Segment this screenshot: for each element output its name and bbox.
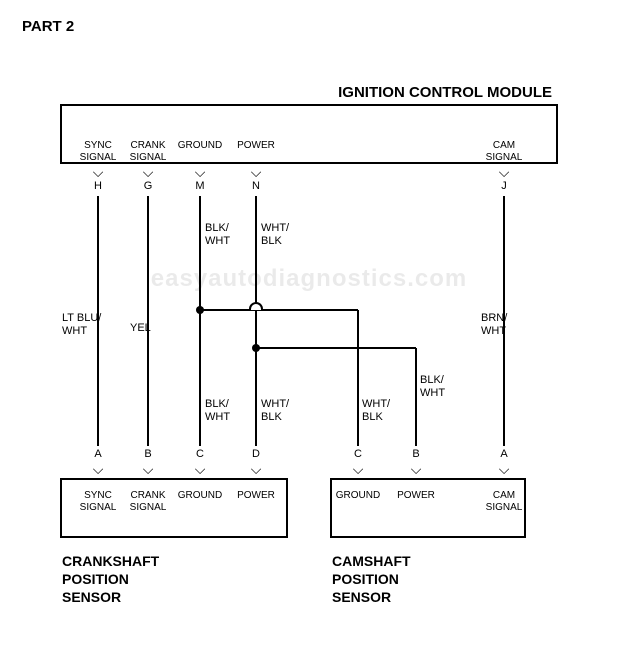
cam-pin: C: [348, 448, 368, 460]
cam-port-label: POWER: [392, 490, 440, 502]
icm-pin: J: [494, 180, 514, 192]
arrow-icon: ⌵: [251, 462, 262, 476]
wire-color-label: BLK/WHT: [420, 374, 445, 400]
icm-port-label: CRANKSIGNAL: [124, 140, 172, 163]
arrow-icon: ⌵: [353, 462, 364, 476]
wire-color-label: WHT/BLK: [362, 398, 390, 424]
crank-port-label: POWER: [232, 490, 280, 502]
wire-vertical: [199, 196, 201, 446]
arrow-icon: ⌵: [411, 462, 422, 476]
wire-color-label: WHT/BLK: [261, 222, 289, 248]
crank-port-label: SYNCSIGNAL: [74, 490, 122, 513]
icm-pin: N: [246, 180, 266, 192]
icm-pin: M: [190, 180, 210, 192]
arrow-icon: ⌵: [143, 462, 154, 476]
arrow-icon: ⌵: [195, 462, 206, 476]
wire-vertical: [147, 196, 149, 446]
arrow-icon: ⌵: [195, 165, 206, 179]
junction-dot: [252, 344, 260, 352]
camshaft-title: CAMSHAFTPOSITIONSENSOR: [332, 552, 411, 607]
crank-pin: A: [88, 448, 108, 460]
wire-color-label: BRN/WHT: [481, 312, 507, 338]
cam-port-label: GROUND: [334, 490, 382, 502]
wire-color-label: YEL: [130, 322, 151, 335]
icm-pin: G: [138, 180, 158, 192]
cam-pin: A: [494, 448, 514, 460]
crank-port-label: GROUND: [176, 490, 224, 502]
icm-port-label: GROUND: [176, 140, 224, 152]
part-label: PART 2: [22, 18, 74, 35]
wire-jump: [249, 302, 263, 310]
junction-dot: [196, 306, 204, 314]
crankshaft-title: CRANKSHAFTPOSITIONSENSOR: [62, 552, 159, 607]
wire-vertical: [255, 196, 257, 446]
arrow-icon: ⌵: [93, 165, 104, 179]
arrow-icon: ⌵: [143, 165, 154, 179]
arrow-icon: ⌵: [499, 462, 510, 476]
crank-port-label: CRANKSIGNAL: [124, 490, 172, 513]
icm-port-label: CAMSIGNAL: [480, 140, 528, 163]
arrow-icon: ⌵: [251, 165, 262, 179]
cam-port-label: CAMSIGNAL: [480, 490, 528, 513]
arrow-icon: ⌵: [93, 462, 104, 476]
wire-color-label: BLK/WHT: [205, 398, 230, 424]
wire-color-label: LT BLU/WHT: [62, 312, 101, 338]
icm-pin: H: [88, 180, 108, 192]
icm-port-label: POWER: [232, 140, 280, 152]
crank-pin: D: [246, 448, 266, 460]
wire-color-label: BLK/WHT: [205, 222, 230, 248]
module-title: IGNITION CONTROL MODULE: [338, 84, 552, 101]
wire-color-label: WHT/BLK: [261, 398, 289, 424]
wire-vertical: [415, 348, 417, 446]
arrow-icon: ⌵: [499, 165, 510, 179]
wire-vertical: [357, 310, 359, 446]
crank-pin: C: [190, 448, 210, 460]
icm-port-label: SYNCSIGNAL: [74, 140, 122, 163]
cam-pin: B: [406, 448, 426, 460]
wire-horizontal: [256, 347, 416, 349]
crank-pin: B: [138, 448, 158, 460]
wire-horizontal: [200, 309, 358, 311]
